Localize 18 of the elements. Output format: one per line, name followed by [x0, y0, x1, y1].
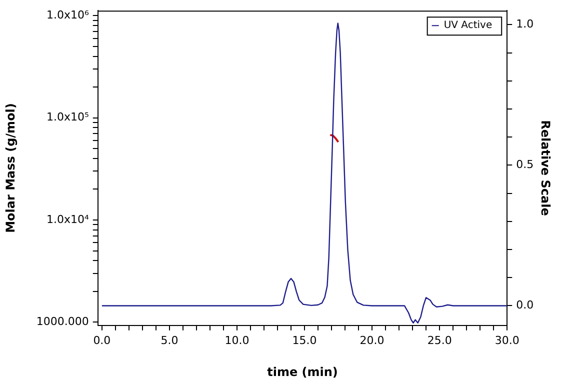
x-tick-label: 25.0 [427, 334, 452, 347]
y-tick-label: 1.0x10⁶ [46, 8, 90, 22]
x-tick-label: 0.0 [93, 334, 111, 347]
x-tick-label: 30.0 [494, 334, 520, 347]
y-axis-title: Molar Mass (g/mol) [3, 103, 18, 233]
y2-tick-label: 1.0 [516, 18, 534, 31]
y-tick-label: 1.0x10⁴ [46, 212, 90, 226]
x-tick-label: 20.0 [360, 334, 384, 347]
y2-tick-label: 0.0 [516, 298, 534, 312]
x-tick-label: 15.0 [292, 334, 317, 347]
x-tick-label: 10.0 [224, 334, 250, 347]
x-axis-title: time (min) [267, 364, 338, 379]
y2-tick-label: 0.5 [516, 158, 534, 172]
y-tick-label: 1.0x10⁵ [46, 110, 89, 124]
x-tick-label: 5.0 [160, 334, 178, 347]
y2-axis-title: Relative Scale [538, 120, 553, 216]
legend-label: UV Active [444, 20, 492, 32]
y-tick-label: 1000.000 [36, 315, 89, 328]
